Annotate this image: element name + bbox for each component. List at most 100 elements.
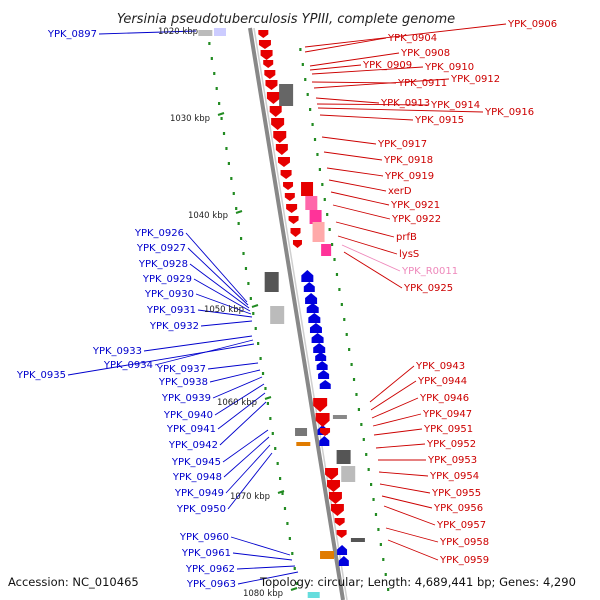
gene-arrow-reverse[interactable]: [308, 313, 321, 323]
gene-label-right[interactable]: YPK_0943: [415, 361, 465, 372]
gene-arrow-reverse[interactable]: [319, 436, 330, 446]
gene-arrow-reverse[interactable]: [303, 282, 315, 292]
pseudogene-block[interactable]: [264, 272, 279, 292]
gene-label-left[interactable]: YPK_0942: [168, 440, 218, 451]
gene-arrow-forward[interactable]: [265, 80, 278, 90]
gene-label-left[interactable]: YPK_0938: [158, 377, 208, 388]
gene-label-right[interactable]: YPK_0914: [430, 100, 480, 111]
gene-block[interactable]: [307, 592, 320, 598]
gene-label-left[interactable]: YPK_0939: [161, 393, 211, 404]
gene-label-right[interactable]: YPK_0916: [484, 107, 534, 118]
gene-block-orange[interactable]: [320, 551, 335, 559]
gene-label-left[interactable]: YPK_0931: [146, 305, 196, 316]
gene-arrow-forward[interactable]: [273, 131, 287, 143]
gene-arrow-forward[interactable]: [258, 40, 271, 49]
gene-label-left[interactable]: YPK_0941: [166, 424, 216, 435]
gene-arrow-reverse[interactable]: [306, 303, 319, 313]
gene-block[interactable]: [321, 244, 332, 256]
gene-label-left[interactable]: YPK_0937: [156, 364, 206, 375]
gene-arrow-reverse[interactable]: [305, 293, 318, 304]
gene-label-right[interactable]: YPK_0953: [427, 455, 477, 466]
gene-label-left[interactable]: YPK_0945: [171, 457, 221, 468]
gene-label-right[interactable]: YPK_0957: [436, 520, 486, 531]
gene-label-left[interactable]: YPK_0933: [92, 346, 142, 357]
gene-label-left[interactable]: YPK_0934: [103, 360, 153, 371]
gene-label-left[interactable]: YPK_0949: [174, 488, 224, 499]
gene-arrow-reverse[interactable]: [313, 343, 326, 353]
gene-label-right[interactable]: YPK_0952: [426, 439, 476, 450]
pseudogene-block[interactable]: [341, 466, 356, 482]
gene-label-left[interactable]: YPK_0948: [172, 472, 222, 483]
gene-label-right[interactable]: YPK_0913: [380, 98, 430, 109]
gene-label-right[interactable]: YPK_0909: [362, 60, 412, 71]
gene-label-right[interactable]: YPK_0915: [414, 115, 464, 126]
gene-label-right[interactable]: YPK_0911: [397, 78, 447, 89]
gene-arrow-forward[interactable]: [263, 60, 274, 68]
gene-label-right[interactable]: YPK_0954: [429, 471, 479, 482]
gene-arrow-forward[interactable]: [320, 428, 331, 436]
gene-arrow-forward[interactable]: [328, 492, 342, 504]
gene-block[interactable]: [309, 210, 322, 224]
gene-arrow-forward[interactable]: [292, 240, 302, 248]
gene-label-right[interactable]: YPK_0906: [507, 19, 557, 30]
gene-label-left[interactable]: YPK_0897: [47, 29, 97, 40]
gene-arrow-forward[interactable]: [315, 413, 330, 427]
gene-label-left[interactable]: YPK_0940: [163, 410, 213, 421]
gene-label-right[interactable]: YPK_0908: [400, 48, 450, 59]
gene-label-right[interactable]: YPK_0944: [417, 376, 467, 387]
gene-label-right[interactable]: YPK_0925: [403, 283, 453, 294]
pseudogene-block[interactable]: [295, 428, 308, 436]
gene-arrow-reverse[interactable]: [311, 333, 324, 343]
pseudogene-block[interactable]: [350, 538, 365, 542]
gene-label-right[interactable]: prfB: [396, 232, 417, 243]
gene-label-right[interactable]: YPK_0951: [423, 424, 473, 435]
gene-label-right[interactable]: xerD: [388, 186, 412, 197]
gene-arrow-forward[interactable]: [288, 216, 299, 224]
gene-arrow-forward[interactable]: [334, 518, 345, 526]
gene-label-right[interactable]: YPK_0921: [390, 200, 440, 211]
gene-label-left[interactable]: YPK_0960: [179, 532, 229, 543]
gene-arrow-forward[interactable]: [264, 70, 276, 79]
gene-label-right[interactable]: YPK_0958: [439, 537, 489, 548]
gene-block-orange[interactable]: [296, 442, 311, 446]
pseudogene-block[interactable]: [270, 306, 285, 324]
gene-arrow-reverse[interactable]: [309, 323, 322, 333]
gene-label-right[interactable]: YPK_0919: [384, 171, 434, 182]
gene-label-left[interactable]: YPK_0935: [16, 370, 66, 381]
pseudogene-block[interactable]: [332, 415, 347, 419]
gene-arrow-forward[interactable]: [313, 398, 328, 412]
gene-arrow-reverse[interactable]: [315, 352, 327, 361]
gene-arrow-forward[interactable]: [275, 144, 288, 155]
gene-label-left[interactable]: YPK_0930: [144, 289, 194, 300]
gene-arrow-forward[interactable]: [271, 118, 285, 130]
gene-label-left[interactable]: YPK_0950: [176, 504, 226, 515]
gene-label-right[interactable]: YPK_0904: [387, 33, 437, 44]
gene-arrow-forward[interactable]: [330, 504, 344, 516]
gene-label-right[interactable]: YPK_0947: [422, 409, 472, 420]
gene-arrow-forward[interactable]: [284, 193, 295, 201]
gene-arrow-forward[interactable]: [269, 106, 282, 117]
gene-arrow-forward[interactable]: [283, 182, 294, 190]
gene-arrow-forward[interactable]: [326, 480, 340, 492]
gene-label-right[interactable]: YPK_0917: [377, 139, 427, 150]
gene-label-right[interactable]: YPK_R0011: [401, 266, 458, 277]
gene-arrow-reverse[interactable]: [301, 270, 314, 282]
gene-arrow-reverse[interactable]: [318, 370, 330, 379]
gene-label-right[interactable]: YPK_0956: [433, 503, 483, 514]
pseudogene-block[interactable]: [279, 84, 294, 106]
gene-arrow-reverse[interactable]: [316, 361, 328, 370]
gene-label-left[interactable]: YPK_0963: [186, 579, 236, 590]
gene-block[interactable]: [214, 28, 226, 36]
gene-arrow-reverse[interactable]: [337, 545, 348, 555]
gene-arrow-forward[interactable]: [325, 468, 339, 480]
gene-label-right[interactable]: lysS: [399, 249, 419, 260]
gene-block[interactable]: [305, 196, 318, 210]
pseudogene-block[interactable]: [198, 30, 213, 36]
gene-label-right[interactable]: YPK_0946: [419, 393, 469, 404]
gene-arrow-forward[interactable]: [266, 92, 280, 104]
gene-label-left[interactable]: YPK_0928: [138, 259, 188, 270]
gene-label-right[interactable]: YPK_0912: [450, 74, 500, 85]
gene-arrow-forward[interactable]: [290, 228, 301, 237]
gene-block[interactable]: [312, 222, 325, 242]
gene-label-right[interactable]: YPK_0910: [424, 62, 474, 73]
